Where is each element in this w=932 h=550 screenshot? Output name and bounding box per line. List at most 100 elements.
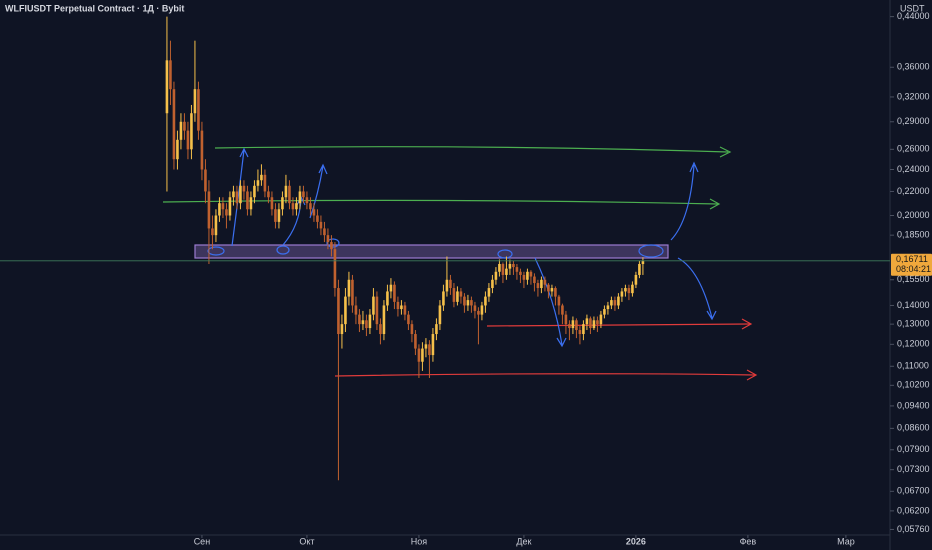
candle-body [190, 113, 193, 150]
candle-body [221, 203, 225, 210]
candle-body [256, 180, 260, 186]
y-tick-label: 0,08600 [897, 423, 930, 433]
candle-body [592, 320, 596, 329]
candle-body [358, 314, 361, 325]
candle-body [218, 203, 221, 216]
candle-body [281, 197, 284, 210]
candle-body [354, 305, 358, 315]
candle-body [631, 284, 634, 294]
candle-body [379, 324, 382, 335]
candle-body [382, 305, 386, 335]
candle-body [463, 296, 466, 306]
candle-body [526, 271, 529, 280]
candle-body [484, 296, 487, 306]
candle-body [603, 309, 606, 315]
candle-body [435, 324, 438, 335]
candle-body [564, 314, 568, 325]
x-tick-label: 2026 [626, 536, 646, 546]
arrow [670, 161, 699, 241]
y-tick-label: 0,07300 [897, 464, 930, 474]
candle-body [235, 191, 239, 204]
candle-body [242, 185, 246, 192]
candle-body [529, 271, 533, 277]
y-tick-label: 0,32000 [897, 91, 930, 101]
candle-body [452, 288, 456, 302]
candle-body [561, 305, 564, 315]
candle-body [470, 300, 473, 306]
candle-body [323, 228, 326, 236]
candle-body [575, 320, 578, 331]
candle-body [568, 324, 571, 329]
candle-body [260, 174, 263, 181]
candle-body [207, 191, 211, 229]
candle-body [617, 296, 620, 306]
candle-body [494, 271, 498, 280]
candle-body [536, 283, 540, 289]
candle-body [249, 197, 253, 210]
candle-body [624, 288, 627, 292]
candle-body [449, 279, 452, 289]
candle-body [473, 305, 477, 311]
x-tick-label: Ноя [411, 536, 428, 546]
y-tick-label: 0,20000 [897, 210, 930, 220]
arrow-head [746, 369, 758, 381]
candle-body [400, 305, 403, 310]
candle-body [326, 235, 330, 243]
last-price-label: 0,16711 [896, 254, 928, 264]
candle-body [414, 334, 417, 349]
candle-body [186, 130, 190, 150]
candle-body [459, 291, 463, 297]
candle-body [361, 320, 365, 325]
arrow [309, 163, 328, 219]
mark-circle [497, 249, 513, 259]
candle-body [585, 318, 589, 325]
candle-body [389, 284, 393, 292]
candle-body [340, 324, 344, 335]
candle-body [368, 314, 372, 329]
candle-body [288, 185, 291, 204]
candle-body [508, 264, 512, 269]
countdown-label: 08:04:21 [896, 264, 931, 274]
arrow-head [709, 198, 721, 210]
candle-body [172, 89, 176, 160]
zone [194, 244, 669, 259]
candle-body [211, 228, 214, 236]
candle-body [519, 271, 522, 275]
candle-body [337, 288, 340, 335]
arrow-head [719, 146, 732, 158]
candle-body [312, 209, 316, 216]
candle-body [365, 320, 368, 329]
candle-body [200, 130, 204, 170]
candle-body [204, 169, 207, 192]
candle-body [263, 174, 267, 192]
candle-body [407, 314, 410, 325]
candle-body [386, 291, 389, 306]
candle-body [375, 296, 379, 325]
candle-body [477, 310, 480, 315]
candle-body [333, 249, 337, 289]
candle-body [547, 284, 550, 292]
candle-body [179, 121, 183, 140]
candle-body [512, 264, 515, 268]
last-price-box [891, 253, 932, 276]
candle-body [641, 260, 645, 265]
y-tick-label: 0,06200 [897, 505, 930, 515]
candle-body [505, 268, 508, 275]
y-tick-label: 0,36000 [897, 62, 930, 72]
trend-line [214, 146, 729, 153]
candle-body [627, 288, 631, 294]
candle-body [442, 291, 445, 306]
y-tick-label: 0,07900 [897, 444, 930, 454]
candle-body [582, 324, 585, 335]
candle-body [232, 191, 235, 198]
candle-body [589, 318, 592, 329]
y-tick-label: 0,26000 [897, 144, 930, 154]
candle-body [491, 279, 494, 289]
candle-body [302, 191, 305, 198]
currency-label: USDT [900, 3, 925, 13]
candle-body [596, 320, 599, 325]
candle-body [319, 221, 323, 229]
